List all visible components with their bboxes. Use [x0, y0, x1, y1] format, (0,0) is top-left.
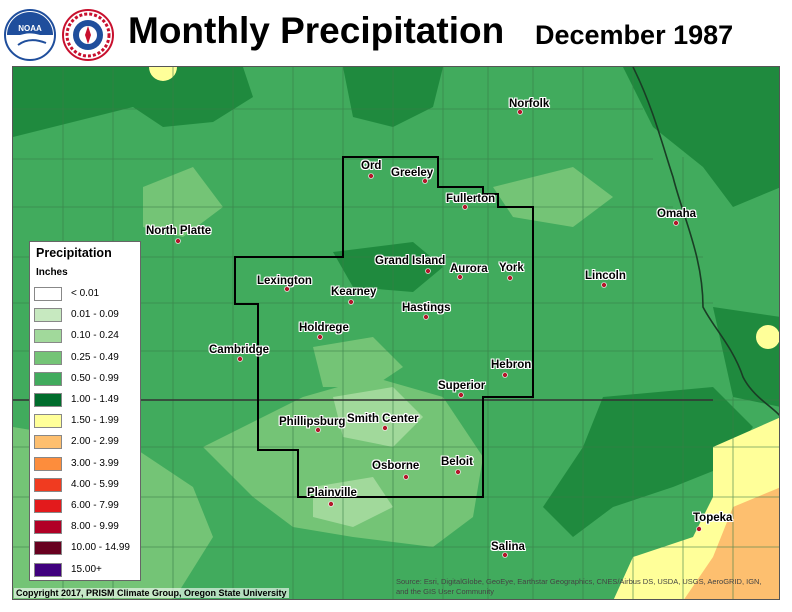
legend-swatch	[34, 371, 62, 386]
city-label-grand-island: Grand Island	[375, 255, 446, 267]
legend-item: 0.10 - 0.24	[34, 328, 140, 344]
legend-item: 3.00 - 3.99	[34, 456, 140, 472]
city-label-north-platte: North Platte	[146, 225, 212, 237]
legend-title: Precipitation	[36, 246, 112, 260]
legend-label: 1.00 - 1.49	[71, 394, 119, 405]
city-label-smith-center: Smith Center	[347, 413, 419, 425]
pale-green-zone-plainville	[313, 477, 393, 527]
legend-swatch	[34, 308, 62, 323]
city-label-lexington: Lexington	[257, 275, 312, 287]
legend: Precipitation Inches < 0.01 0.01 - 0.09 0.…	[29, 241, 141, 581]
copyright-text: Copyright 2017, PRISM Climate Group, Ore…	[14, 588, 289, 598]
svg-text:NOAA: NOAA	[18, 24, 42, 33]
yellow-spot-e	[756, 325, 779, 349]
legend-swatch	[34, 477, 62, 492]
city-label-fullerton: Fullerton	[446, 193, 496, 205]
legend-label: 3.00 - 3.99	[71, 457, 119, 469]
dark-green-zone-center	[333, 242, 443, 292]
legend-swatch	[34, 520, 62, 535]
legend-label: 1.50 - 1.99	[71, 415, 119, 427]
city-label-plainville: Plainville	[307, 487, 357, 499]
city-label-topeka: Topeka	[693, 512, 733, 524]
city-label-superior: Superior	[438, 380, 486, 392]
legend-item: 1.50 - 1.99	[34, 413, 140, 429]
light-green-zone-holdrege	[313, 337, 403, 387]
legend-swatch	[34, 562, 62, 577]
noaa-logo-icon: NOAA	[4, 9, 56, 61]
pale-green-zone-smith-center	[333, 387, 423, 447]
city-label-york: York	[499, 262, 524, 274]
dark-green-zone-se	[543, 387, 753, 537]
map-period: December 1987	[535, 20, 734, 50]
legend-swatch	[34, 350, 62, 365]
legend-label: 0.25 - 0.49	[71, 351, 119, 363]
city-label-ord: Ord	[361, 160, 382, 172]
legend-label: 10.00 - 14.99	[71, 542, 130, 554]
city-label-holdrege: Holdrege	[299, 322, 349, 334]
city-label-lincoln: Lincoln	[585, 270, 626, 282]
orange-zone-se	[684, 487, 779, 599]
legend-swatch	[34, 499, 62, 513]
legend-item: 0.50 - 0.99	[34, 371, 140, 387]
legend-item: 2.00 - 2.99	[34, 434, 140, 450]
city-label-hebron: Hebron	[491, 359, 532, 371]
legend-item: 0.25 - 0.49	[34, 350, 140, 366]
dark-green-zone-nw	[13, 67, 253, 137]
source-attribution: Source: Esri, DigitalGlobe, GeoEye, Eart…	[396, 577, 762, 596]
legend-label: 8.00 - 9.99	[71, 521, 119, 533]
legend-swatch	[34, 414, 62, 429]
legend-item: 4.00 - 5.99	[34, 477, 140, 493]
legend-item: 8.00 - 9.99	[34, 519, 140, 535]
legend-label: 4.00 - 5.99	[71, 478, 119, 490]
legend-swatch	[34, 456, 62, 471]
legend-swatch	[34, 329, 62, 344]
legend-swatch	[34, 287, 62, 301]
forecast-area-outline	[234, 156, 534, 498]
legend-item: 15.00+	[34, 562, 140, 578]
legend-label: 6.00 - 7.99	[71, 500, 119, 511]
yellow-spot-n	[149, 67, 177, 81]
legend-label: 15.00+	[71, 563, 102, 575]
city-label-aurora: Aurora	[450, 263, 488, 275]
legend-swatch	[34, 393, 62, 407]
legend-label: 0.10 - 0.24	[71, 330, 119, 342]
city-label-hastings: Hastings	[402, 302, 451, 314]
city-label-omaha: Omaha	[657, 208, 696, 220]
city-label-phillipsburg: Phillipsburg	[279, 416, 346, 428]
city-label-kearney: Kearney	[331, 286, 377, 298]
city-label-norfolk: Norfolk	[509, 98, 550, 110]
missouri-river	[632, 67, 779, 417]
city-label-cambridge: Cambridge	[209, 344, 270, 356]
legend-item: 10.00 - 14.99	[34, 540, 140, 556]
header: NOAA Monthly Precipitation December 1987	[0, 0, 792, 66]
city-label-osborne: Osborne	[372, 460, 420, 472]
city-label-salina: Salina	[491, 541, 525, 553]
dark-green-zone-ne	[623, 67, 779, 207]
legend-swatch	[34, 541, 62, 556]
light-green-zone-west	[143, 167, 223, 237]
legend-item: < 0.01	[34, 286, 140, 302]
city-label-beloit: Beloit	[441, 456, 473, 468]
legend-item: 0.01 - 0.09	[34, 307, 140, 323]
legend-label: 0.50 - 0.99	[71, 372, 119, 384]
legend-label: < 0.01	[71, 288, 100, 299]
legend-item: 6.00 - 7.99	[34, 498, 140, 514]
legend-units: Inches	[36, 267, 68, 278]
nws-logo-icon	[62, 9, 114, 61]
legend-label: 0.01 - 0.09	[71, 309, 119, 321]
legend-item: 1.00 - 1.49	[34, 392, 140, 408]
legend-swatch	[34, 435, 62, 450]
city-label-greeley: Greeley	[391, 167, 434, 179]
legend-label: 2.00 - 2.99	[71, 436, 119, 448]
map-title: Monthly Precipitation	[128, 10, 505, 51]
